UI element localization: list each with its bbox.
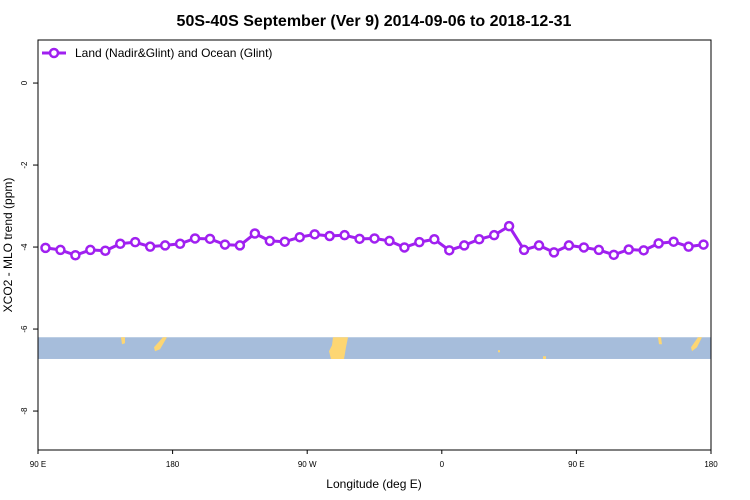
data-point xyxy=(503,220,515,232)
x-tick-label: 180 xyxy=(166,460,180,469)
data-point xyxy=(429,234,440,245)
data-point xyxy=(593,244,605,256)
data-point xyxy=(608,249,620,261)
data-point xyxy=(638,245,649,256)
data-point xyxy=(219,239,231,250)
data-point xyxy=(518,244,530,256)
data-point xyxy=(249,228,261,239)
data-point xyxy=(189,233,201,244)
data-point xyxy=(339,229,350,241)
y-tick-label: -8 xyxy=(20,407,29,415)
data-point xyxy=(324,230,335,242)
data-point xyxy=(129,236,141,248)
data-point xyxy=(115,238,126,250)
data-point xyxy=(488,229,500,241)
ocean-band xyxy=(38,337,711,359)
data-point xyxy=(698,239,709,250)
land-patch xyxy=(154,337,167,352)
data-point xyxy=(623,244,634,255)
x-tick-label: 0 xyxy=(440,460,445,469)
land-patch xyxy=(121,337,125,345)
land-patch xyxy=(658,337,662,345)
data-point xyxy=(234,240,246,251)
data-point xyxy=(294,231,305,243)
data-point xyxy=(458,240,470,251)
map-strip xyxy=(38,337,711,359)
data-point xyxy=(85,244,96,256)
data-point xyxy=(55,244,66,256)
data-point xyxy=(40,242,51,254)
land-patch xyxy=(329,337,348,359)
data-point xyxy=(369,233,380,244)
x-tick-label: 90 W xyxy=(298,460,317,469)
data-point xyxy=(279,236,291,247)
data-point xyxy=(533,240,545,251)
data-point xyxy=(309,229,320,240)
y-tick-label: -6 xyxy=(20,325,29,333)
land-patch xyxy=(543,356,546,359)
data-point xyxy=(174,238,186,250)
data-point xyxy=(204,233,216,245)
data-point xyxy=(159,240,171,251)
y-axis: 0 -2 -4 -6 -8 xyxy=(20,80,38,415)
data-point xyxy=(653,238,664,249)
data-point xyxy=(399,242,410,253)
x-axis: 90 E 180 90 W 0 90 E 180 xyxy=(30,450,718,469)
data-point xyxy=(668,236,679,247)
data-point xyxy=(414,236,425,248)
data-point xyxy=(444,245,455,256)
x-tick-label: 90 E xyxy=(30,460,46,469)
data-point xyxy=(563,240,575,251)
data-point xyxy=(100,245,111,256)
data-point xyxy=(70,250,81,261)
data-point xyxy=(578,242,590,253)
data-point xyxy=(354,233,365,245)
x-tick-label: 90 E xyxy=(568,460,584,469)
y-axis-label: XCO2 - MLO trend (ppm) xyxy=(1,178,15,313)
land-patch xyxy=(498,350,500,353)
data-point xyxy=(683,241,694,252)
legend-marker xyxy=(48,47,60,59)
x-axis-label: Longitude (deg E) xyxy=(326,477,421,491)
data-point xyxy=(473,234,485,245)
data-point xyxy=(548,247,560,258)
y-tick-label: 0 xyxy=(20,80,29,85)
chart-title: 50S-40S September (Ver 9) 2014-09-06 to … xyxy=(177,13,572,30)
land-patch xyxy=(691,337,702,352)
plot-frame xyxy=(37,39,712,451)
y-tick-label: -4 xyxy=(20,243,29,251)
data-point xyxy=(144,241,156,252)
series-group xyxy=(40,220,709,261)
x-tick-label: 180 xyxy=(704,460,718,469)
legend: Land (Nadir&Glint) and Ocean (Glint) xyxy=(42,46,272,60)
data-point xyxy=(384,235,395,247)
y-tick-label: -2 xyxy=(20,161,29,169)
legend-label: Land (Nadir&Glint) and Ocean (Glint) xyxy=(75,46,272,60)
data-point xyxy=(264,235,276,247)
